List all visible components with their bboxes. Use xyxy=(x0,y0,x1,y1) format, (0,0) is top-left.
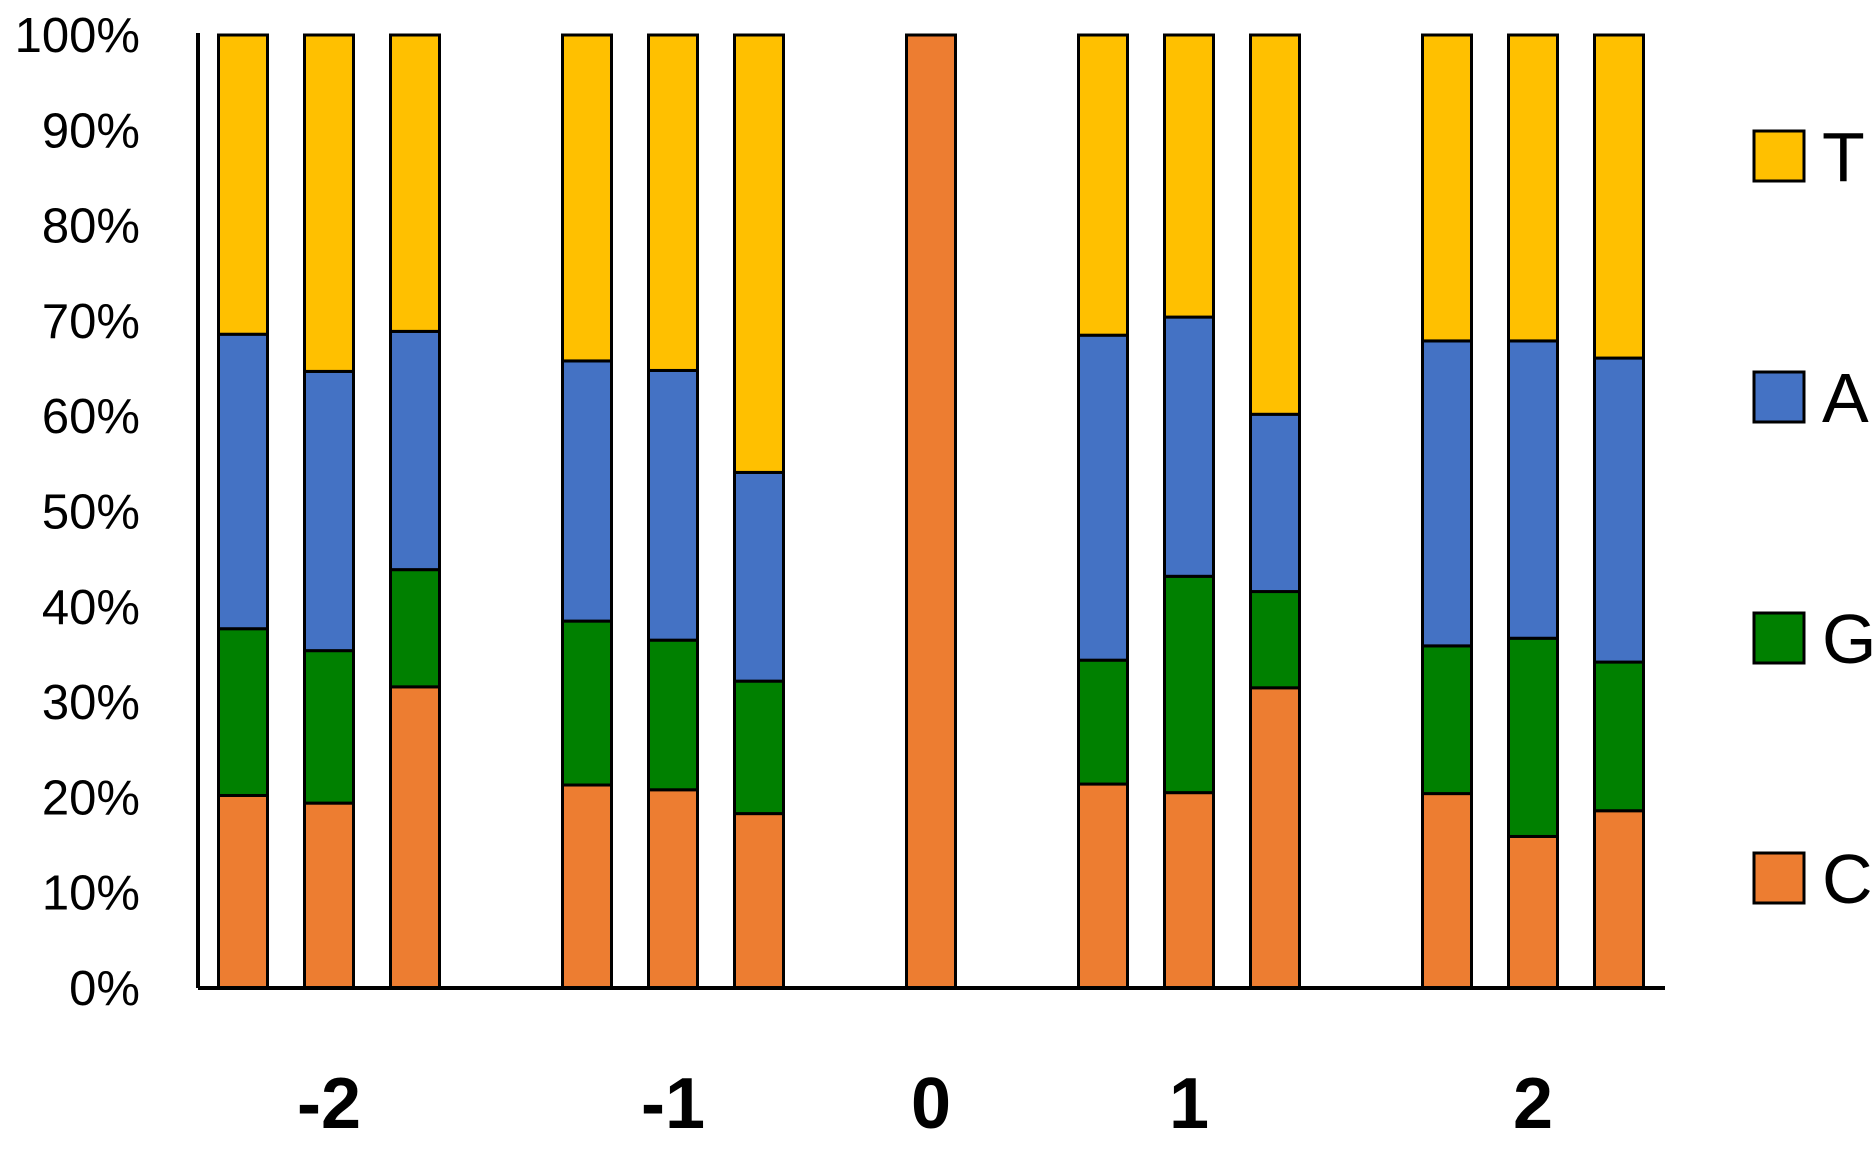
bar-segment-C xyxy=(561,783,613,990)
x-group-label: 2 xyxy=(1513,1064,1553,1144)
bar-segment-A xyxy=(1163,315,1215,578)
bar-segment-T xyxy=(1507,33,1559,343)
y-tick-label: 80% xyxy=(42,200,140,254)
legend: T A G C xyxy=(1752,118,1876,918)
x-group-label: 1 xyxy=(1169,1064,1209,1144)
legend-item: G xyxy=(1752,600,1876,678)
bar-segment-G xyxy=(561,619,613,787)
bar-segment-T xyxy=(1077,33,1129,337)
bar-segment-G xyxy=(733,679,785,816)
bar-segment-T xyxy=(1249,33,1301,416)
y-tick-label: 30% xyxy=(42,676,140,730)
legend-item: T xyxy=(1752,118,1865,196)
bars xyxy=(217,33,1645,990)
bar-segment-G xyxy=(1421,644,1473,796)
legend-label: G xyxy=(1822,600,1876,678)
y-axis-tick-labels: 0% 10% 20% 30% 40% 50% 60% 70% 80% 90% 100% xyxy=(15,9,140,1016)
legend-swatch xyxy=(1752,370,1806,424)
bar-segment-T xyxy=(1593,33,1645,360)
y-tick-label: 90% xyxy=(42,104,140,158)
bar-segment-G xyxy=(1593,660,1645,813)
y-tick-label: 0% xyxy=(69,962,140,1016)
bar-segment-G xyxy=(1077,658,1129,786)
bar-segment-T xyxy=(647,33,699,372)
bar-segment-G xyxy=(303,649,355,805)
bar-segment-A xyxy=(389,329,441,572)
bar-segment-G xyxy=(647,638,699,792)
bar-segment-G xyxy=(1163,574,1215,795)
bar-segment-C xyxy=(1077,782,1129,990)
bar-segment-A xyxy=(1077,333,1129,662)
legend-item: A xyxy=(1752,359,1869,437)
bar-segment-A xyxy=(303,369,355,653)
legend-item: C xyxy=(1752,840,1873,918)
bar-segment-A xyxy=(1421,339,1473,648)
bar-segment-T xyxy=(1163,33,1215,319)
bar-segment-C xyxy=(389,685,441,990)
y-tick-label: 40% xyxy=(42,581,140,635)
bar-segment-C xyxy=(1421,792,1473,990)
bar-segment-A xyxy=(647,368,699,642)
legend-swatch xyxy=(1752,611,1806,665)
bar-segment-A xyxy=(1593,356,1645,664)
bar-segment-C xyxy=(647,788,699,990)
x-axis-group-labels: -2 -1 0 1 2 xyxy=(297,1064,1553,1144)
bar-segment-A xyxy=(1507,339,1559,640)
bar-segment-G xyxy=(1507,636,1559,838)
bar-segment-T xyxy=(561,33,613,363)
bar-segment-C xyxy=(1249,686,1301,990)
y-tick-label: 60% xyxy=(42,390,140,444)
bar-segment-C xyxy=(303,801,355,990)
y-tick-label: 20% xyxy=(42,771,140,825)
bar-segment-C xyxy=(1593,809,1645,990)
y-tick-label: 70% xyxy=(42,295,140,349)
legend-label: T xyxy=(1822,118,1865,196)
legend-label: A xyxy=(1822,359,1869,437)
bar-segment-C xyxy=(1163,791,1215,990)
bar-segment-G xyxy=(1249,590,1301,690)
bar-segment-C xyxy=(733,812,785,990)
x-group-label: -1 xyxy=(641,1064,705,1144)
bar-segment-A xyxy=(561,359,613,623)
bar-segment-T xyxy=(303,33,355,373)
bar-segment-T xyxy=(389,33,441,333)
y-tick-label: 10% xyxy=(42,867,140,921)
y-tick-label: 100% xyxy=(15,9,140,63)
bar-segment-A xyxy=(1249,412,1301,594)
bar-segment-C xyxy=(1507,834,1559,990)
y-tick-label: 50% xyxy=(42,486,140,540)
bar-segment-C xyxy=(217,793,269,990)
bar-segment-T xyxy=(733,33,785,474)
x-group-label: 0 xyxy=(911,1064,951,1144)
x-group-label: -2 xyxy=(297,1064,361,1144)
bar-segment-A xyxy=(217,332,269,631)
bar-segment-G xyxy=(389,568,441,689)
bar-segment-T xyxy=(217,33,269,336)
bar-segment-T xyxy=(1421,33,1473,343)
legend-label: C xyxy=(1822,840,1873,918)
bar-segment-C xyxy=(905,33,957,990)
bar-segment-A xyxy=(733,470,785,683)
legend-swatch xyxy=(1752,851,1806,905)
bar-segment-G xyxy=(217,627,269,797)
legend-swatch xyxy=(1752,129,1806,183)
